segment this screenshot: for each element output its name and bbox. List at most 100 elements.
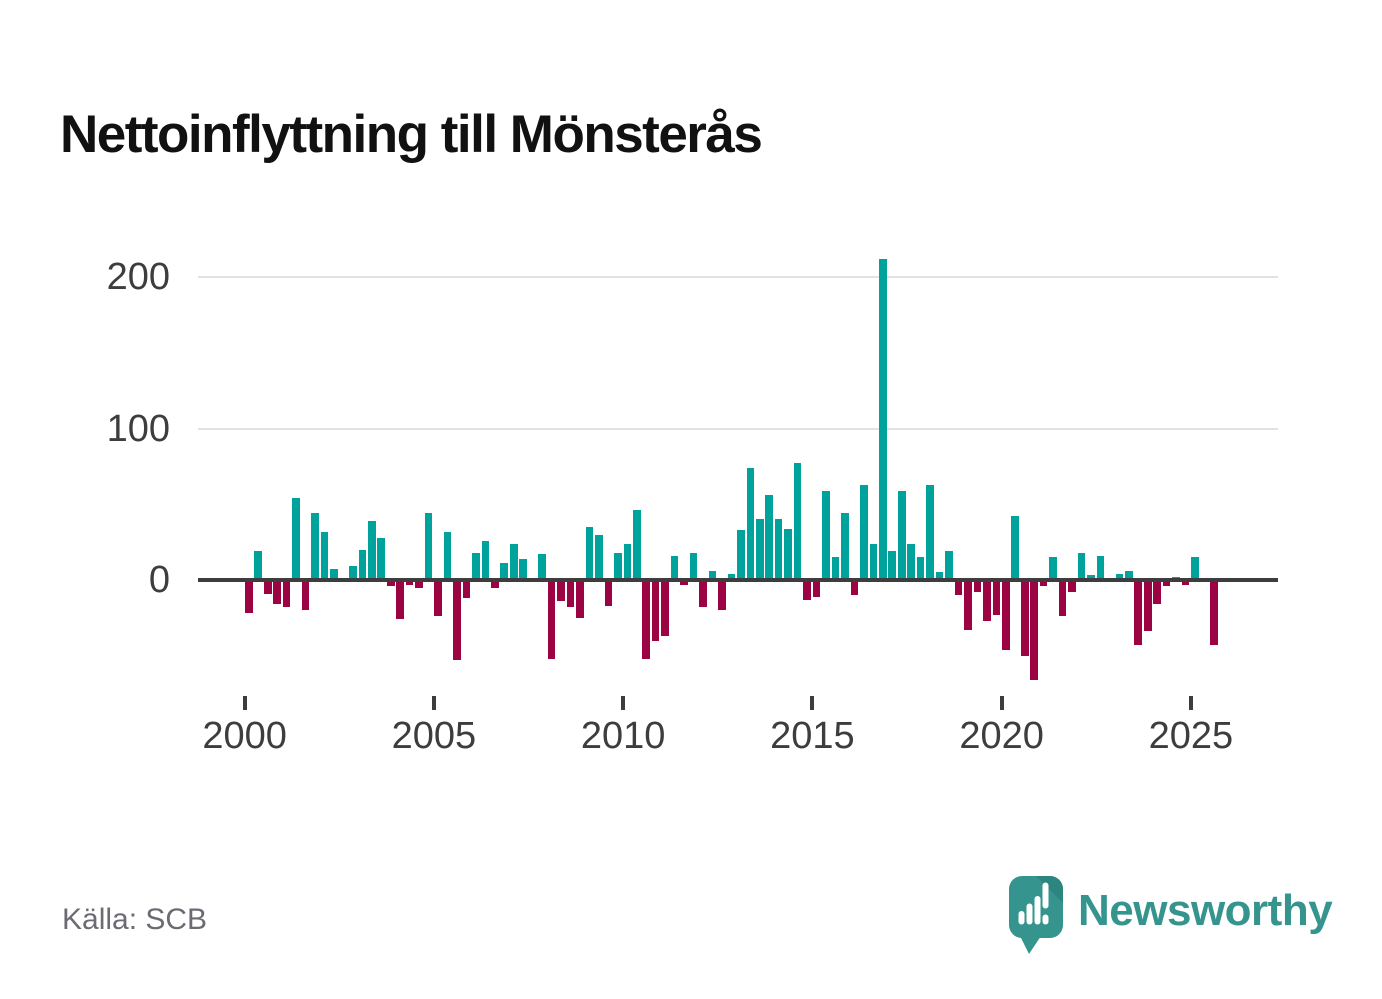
bar-positive [1011, 516, 1020, 580]
bar-negative [651, 580, 660, 641]
y-tick-label: 200 [106, 256, 170, 299]
bar-negative [576, 580, 584, 618]
bar-negative [604, 580, 613, 606]
bar-positive [349, 566, 357, 580]
bar-negative [1002, 580, 1010, 650]
bar-positive [1191, 557, 1199, 580]
bar-positive [935, 572, 944, 580]
bar-positive [481, 540, 490, 580]
bar-positive [358, 549, 367, 580]
bar-negative [491, 580, 499, 588]
bar-positive [368, 520, 376, 580]
bar-positive [509, 543, 518, 580]
bar-positive [727, 573, 736, 580]
bar-positive [292, 498, 300, 580]
bar-positive [1115, 573, 1124, 580]
x-tick-label: 2005 [391, 715, 477, 757]
x-tick-label: 2010 [580, 715, 666, 757]
bar-negative [661, 580, 669, 636]
bar-positive [907, 543, 915, 580]
x-tick [621, 696, 626, 710]
brand-footer: Newsworthy [1008, 874, 1333, 958]
bar-positive [841, 513, 849, 580]
bar-negative [386, 580, 395, 587]
bar-positive [519, 558, 527, 580]
x-tick [999, 696, 1004, 710]
bar-negative [245, 580, 253, 614]
bar-positive [443, 531, 452, 580]
bar-positive [755, 519, 764, 580]
bar-positive [424, 513, 433, 580]
bar-positive [500, 563, 509, 580]
bar-negative [1020, 580, 1029, 656]
bar-negative [301, 580, 310, 611]
bar-positive [945, 551, 953, 580]
bar-negative [396, 580, 404, 620]
bar-positive [765, 495, 774, 580]
bar-positive [320, 531, 329, 580]
bar-positive [689, 552, 698, 580]
bar-negative [1143, 580, 1152, 632]
bar-negative [1153, 580, 1161, 605]
bar-negative [557, 580, 565, 602]
bar-positive [623, 543, 632, 580]
bar-negative [812, 580, 821, 597]
bar-negative [1181, 580, 1190, 585]
bar-negative [1039, 580, 1048, 587]
bar-negative [282, 580, 291, 608]
bar-negative [1058, 580, 1067, 617]
bar-negative [992, 580, 1001, 615]
bar-positive [472, 552, 480, 580]
bar-positive [1087, 575, 1095, 580]
bar-positive [1125, 570, 1133, 580]
bar-positive [822, 490, 830, 580]
bar-positive [377, 537, 386, 580]
bar-negative [850, 580, 859, 596]
bar-positive [1077, 552, 1086, 580]
bar-negative [1162, 580, 1171, 587]
bar-positive [878, 259, 887, 580]
bar-positive [1049, 557, 1057, 580]
bar-negative [699, 580, 707, 608]
x-tick [810, 696, 815, 710]
y-tick-label: 100 [106, 407, 170, 450]
bar-positive [774, 519, 783, 580]
x-tick [242, 696, 247, 710]
bar-positive [538, 554, 546, 580]
bar-negative [1030, 580, 1038, 680]
bar-negative [973, 580, 982, 593]
bar-positive [1096, 555, 1105, 580]
x-tick-label: 2025 [1148, 715, 1234, 757]
bar-positive [784, 528, 792, 580]
bar-negative [1210, 580, 1218, 646]
bar-positive [831, 557, 840, 580]
bar-negative [415, 580, 423, 588]
bar-negative [405, 580, 414, 585]
y-tick-label: 0 [148, 559, 170, 601]
bar-negative [1068, 580, 1076, 593]
bar-negative [566, 580, 575, 608]
bar-negative [434, 580, 442, 617]
bar-positive [860, 484, 868, 580]
bar-negative [1134, 580, 1143, 646]
bar-positive [916, 557, 925, 580]
bar-negative [964, 580, 972, 630]
chart-title: Nettoinflyttning till Mönsterås [60, 104, 763, 164]
brand-wordmark: Newsworthy [1078, 886, 1333, 935]
bar-positive [746, 468, 755, 580]
bar-positive [793, 463, 802, 580]
bar-positive [737, 530, 745, 580]
bar-positive [708, 570, 717, 580]
bar-positive [670, 555, 679, 580]
gridline-100 [198, 427, 1278, 430]
bar-negative [263, 580, 272, 594]
bar-positive [585, 527, 594, 580]
bar-negative [954, 580, 963, 596]
bar-positive [888, 551, 897, 580]
bar-positive [330, 569, 338, 580]
x-tick-label: 2000 [202, 715, 287, 757]
x-tick [1188, 696, 1193, 710]
bar-negative [642, 580, 651, 659]
bar-positive [926, 484, 934, 580]
